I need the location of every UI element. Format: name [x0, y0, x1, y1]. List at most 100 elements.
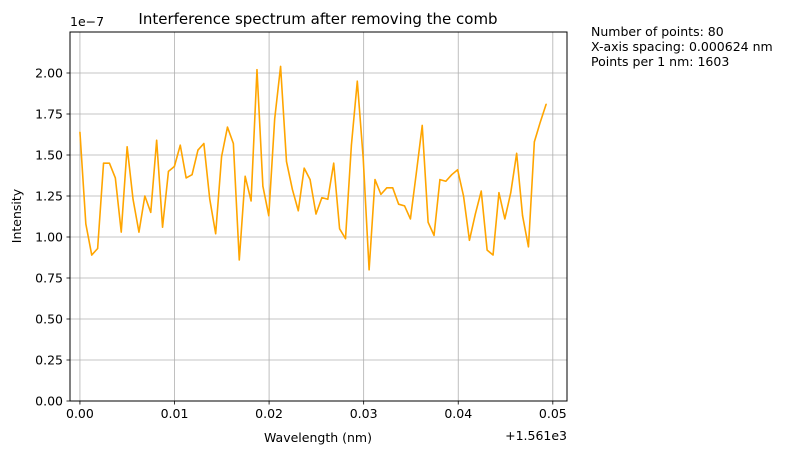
data-point	[209, 198, 211, 200]
data-point	[285, 160, 288, 163]
data-point	[279, 65, 282, 68]
data-point	[451, 174, 453, 176]
x-tick-label: 0.05	[539, 406, 567, 421]
data-point	[156, 139, 158, 141]
data-point	[161, 226, 164, 228]
data-point	[297, 210, 299, 212]
data-point	[474, 213, 476, 215]
x-tick-label: 0.02	[255, 406, 283, 421]
data-point	[492, 254, 494, 256]
data-point	[462, 195, 465, 197]
data-point	[380, 193, 382, 195]
data-point	[339, 228, 341, 230]
y-axis-label: Intensity	[9, 188, 24, 243]
data-point	[521, 215, 524, 217]
data-point	[333, 162, 335, 164]
data-point	[480, 190, 482, 192]
x-tick-label: 0.04	[444, 406, 472, 421]
data-point	[150, 211, 152, 213]
y-tick-label: 0.75	[35, 271, 63, 286]
data-point	[291, 188, 293, 191]
data-point	[374, 179, 376, 181]
data-point	[79, 131, 81, 133]
data-point	[215, 233, 217, 235]
plot-area-frame	[69, 31, 568, 402]
data-point	[126, 146, 128, 148]
data-point	[244, 175, 246, 177]
data-point	[321, 197, 323, 199]
data-point	[114, 177, 116, 179]
data-point	[274, 118, 276, 120]
data-point	[516, 152, 518, 154]
y-tick-label: 0.00	[35, 394, 63, 409]
data-point	[368, 269, 370, 271]
data-point	[545, 103, 547, 105]
x-axis-label: Wavelength (nm)	[264, 430, 372, 445]
data-point	[457, 169, 459, 171]
y-tick-label: 0.25	[35, 353, 63, 368]
data-point	[250, 200, 252, 202]
data-point	[386, 187, 388, 189]
y-axis-ticks: 0.00 0.25 0.50 0.75 1.00 1.25 1.50 1.75 2.00	[35, 66, 70, 409]
data-point	[120, 231, 122, 233]
data-point	[344, 238, 347, 240]
info-number-of-points: Number of points: 80	[591, 24, 724, 39]
data-point	[144, 195, 146, 197]
y-tick-label: 1.00	[35, 230, 63, 245]
x-tick-label: 0.03	[350, 406, 378, 421]
data-point	[138, 231, 140, 233]
data-point	[350, 144, 352, 146]
grid-lines	[70, 32, 567, 402]
x-axis-offset-label: +1.561e3	[505, 428, 567, 443]
data-point	[220, 156, 223, 158]
info-panel: Number of points: 80 X-axis spacing: 0.0…	[591, 24, 773, 69]
data-point	[445, 180, 447, 182]
data-point	[362, 157, 364, 159]
data-point	[421, 124, 423, 127]
data-point	[498, 192, 500, 194]
data-point	[173, 165, 175, 168]
series-layer	[79, 65, 547, 271]
data-point	[527, 246, 530, 248]
data-point	[439, 179, 441, 181]
data-point	[238, 259, 240, 261]
data-point	[415, 172, 417, 174]
data-point	[185, 177, 187, 179]
data-point	[191, 174, 193, 176]
data-point	[226, 126, 229, 128]
data-point	[403, 205, 406, 207]
data-point	[232, 142, 234, 145]
data-point	[167, 170, 170, 172]
data-point	[132, 198, 134, 200]
y-tick-label: 1.50	[35, 148, 63, 163]
data-point	[486, 249, 488, 251]
data-point	[510, 192, 512, 194]
info-x-axis-spacing: X-axis spacing: 0.000624 nm	[591, 39, 773, 54]
data-point	[433, 234, 435, 236]
data-point	[309, 179, 311, 181]
data-point	[539, 121, 541, 123]
info-points-per-nm: Points per 1 nm: 1603	[591, 54, 730, 69]
x-tick-label: 0.01	[161, 406, 189, 421]
data-point	[303, 167, 305, 169]
data-point	[409, 218, 412, 220]
data-point	[203, 142, 205, 145]
data-point	[427, 221, 429, 223]
y-tick-label: 2.00	[35, 66, 63, 81]
y-tick-label: 1.25	[35, 189, 63, 204]
data-point	[315, 213, 317, 215]
data-point	[533, 141, 535, 143]
y-tick-label: 0.50	[35, 312, 63, 327]
data-point	[85, 223, 87, 225]
chart-title: Interference spectrum after removing the…	[138, 10, 497, 28]
data-point	[268, 215, 270, 217]
data-point	[102, 162, 105, 164]
spectrum-line	[79, 65, 547, 271]
data-point	[108, 162, 111, 164]
data-point	[392, 187, 394, 189]
data-point	[356, 80, 358, 82]
data-point	[97, 247, 99, 250]
y-tick-label: 1.75	[35, 107, 63, 122]
data-point	[327, 198, 329, 200]
